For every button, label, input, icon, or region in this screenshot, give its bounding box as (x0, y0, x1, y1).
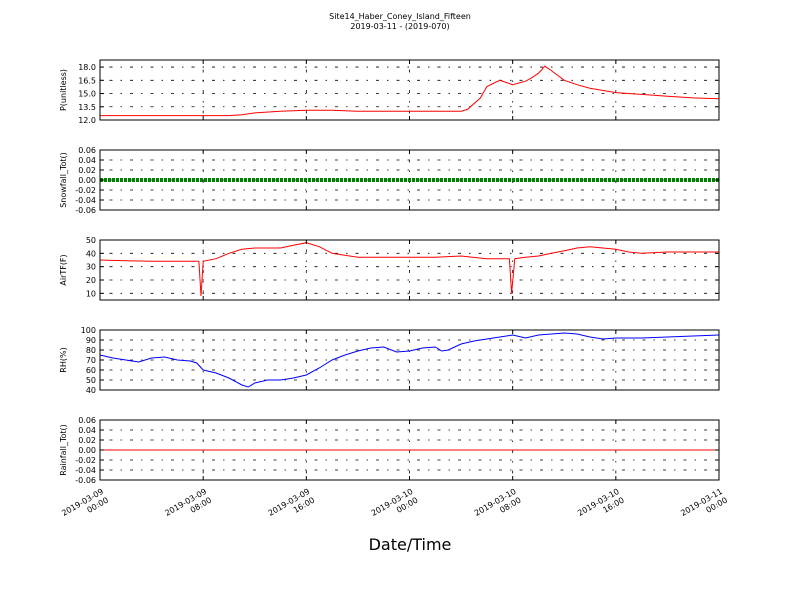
x-tick-label: 2019-03-0908:00 (163, 487, 213, 527)
y-tick-label: 100 (81, 326, 96, 335)
series-line (99, 242, 719, 297)
x-tick-label: 2019-03-1016:00 (576, 487, 626, 527)
y-tick-label: -0.02 (75, 186, 96, 195)
series-line (100, 65, 720, 117)
y-tick-label: 12.0 (78, 116, 96, 125)
y-tick-label: 0.04 (78, 156, 96, 165)
y-tick-label: -0.06 (75, 206, 96, 215)
panel-3: 10 20 30 40 50 AirTF(F) (59, 236, 720, 301)
y-tick-label: 70 (86, 356, 96, 365)
y-tick-label: 80 (86, 346, 96, 355)
y-tick-label: 50 (86, 376, 96, 385)
y-tick-label: 18.0 (78, 63, 96, 72)
series-line (99, 332, 720, 388)
panel-1: 12.0 13.5 15.0 16.5 18.0 P(unitless) (59, 59, 720, 125)
x-tick-label: 2019-03-1008:00 (473, 487, 523, 527)
panels: 12.013.515.016.518.0P(unitless)-0.06-0.0… (59, 59, 720, 485)
y-tick-label: -0.04 (75, 196, 96, 205)
y-axis-label: RH(%) (59, 347, 68, 372)
y-axis-label: AirTF(F) (59, 254, 68, 285)
chart-subtitle: 2019-03-11 - (2019-070) (350, 22, 449, 31)
y-tick-label: 0.00 (78, 176, 96, 185)
y-tick-label: -0.06 (75, 476, 96, 485)
panel-5: -0.06-0.04-0.020.000.020.040.06 Rainfall_… (59, 416, 720, 485)
y-tick-label: 13.5 (78, 103, 96, 112)
x-tick-labels: 2019-03-0900:00 2019-03-0908:00 2019-03-09… (60, 487, 729, 527)
x-tick-label: 2019-03-0900:00 (60, 487, 110, 527)
y-tick-label: 0.02 (78, 436, 96, 445)
y-axis-label: Snowfall_Tot() (59, 152, 68, 208)
y-tick-label: 15.0 (78, 90, 96, 99)
y-tick-label: 40 (86, 386, 96, 395)
chart-title: Site14_Haber_Coney_Island_Fifteen (329, 12, 471, 21)
y-tick-label: 0.04 (78, 426, 96, 435)
y-tick-label: 90 (86, 336, 96, 345)
y-tick-label: 0.02 (78, 166, 96, 175)
x-axis-label: Date/Time (369, 535, 452, 554)
y-tick-label: 10 (86, 289, 96, 298)
y-tick-label: 50 (86, 236, 96, 245)
x-tick-label: 2019-03-1000:00 (370, 487, 420, 527)
y-axis-label: Rainfall_Tot() (59, 424, 68, 476)
x-tick-label: 2019-03-1100:00 (679, 487, 729, 527)
y-tick-label: 0.06 (78, 416, 96, 425)
y-tick-label: 0.06 (78, 146, 96, 155)
y-tick-label: -0.04 (75, 466, 96, 475)
panel-2: -0.06-0.04-0.020.000.020.040.06 Snowfall_… (59, 146, 720, 215)
y-axis-label: P(unitless) (59, 69, 68, 111)
x-tick-label: 2019-03-0916:00 (267, 487, 317, 527)
y-tick-label: 40 (86, 249, 96, 258)
y-tick-label: 16.5 (78, 76, 96, 85)
y-tick-label: 0.00 (78, 446, 96, 455)
y-tick-label: -0.02 (75, 456, 96, 465)
y-tick-label: 20 (86, 276, 96, 285)
y-tick-label: 30 (86, 263, 96, 272)
y-tick-label: 60 (86, 366, 96, 375)
